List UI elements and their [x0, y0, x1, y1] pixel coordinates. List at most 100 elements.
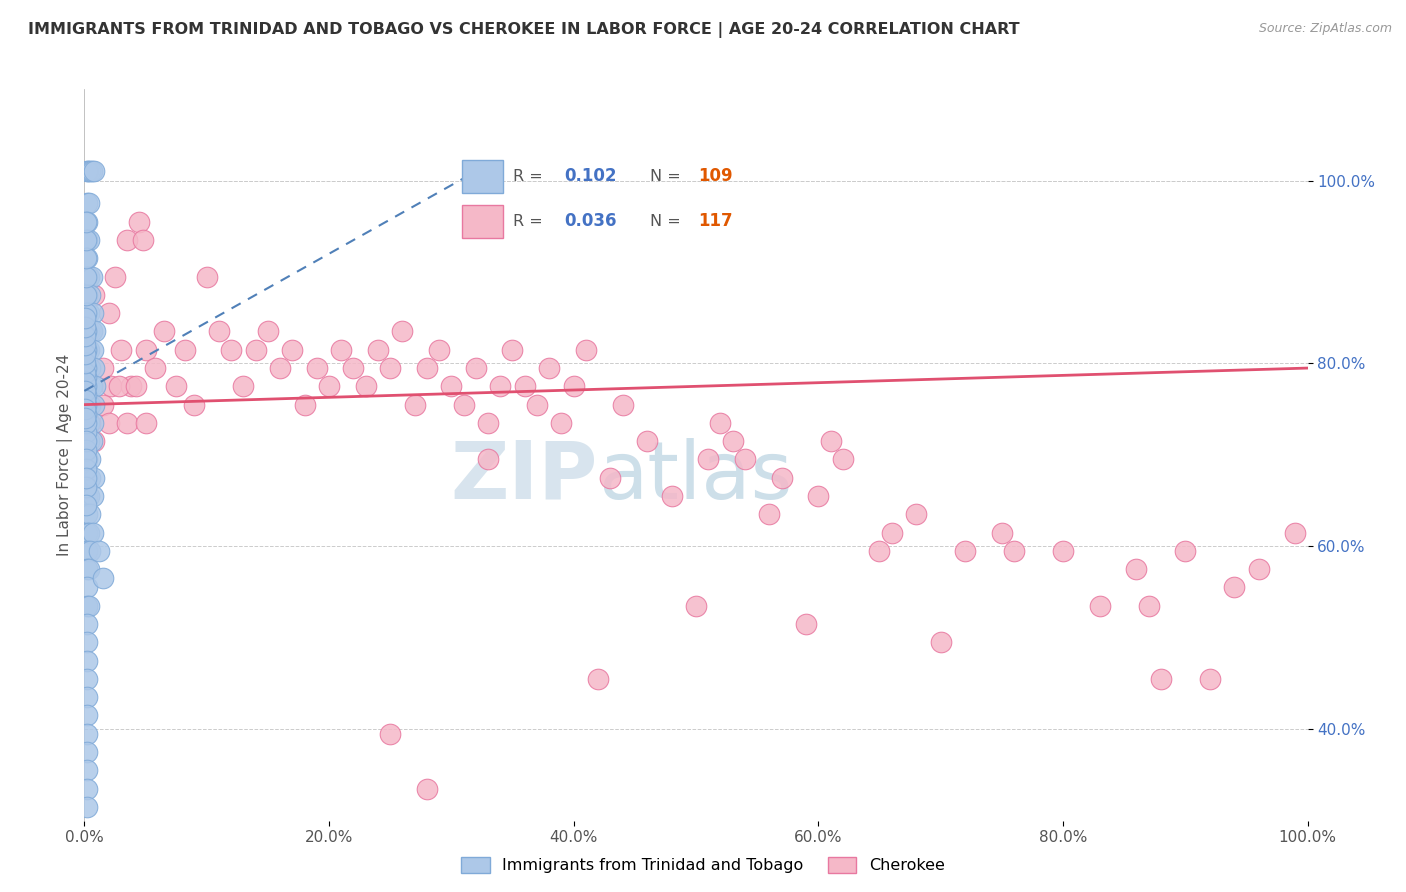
Point: [76, 325, 98, 339]
Point: [550, 416, 572, 430]
Point: [73, 402, 96, 417]
Point: [501, 343, 523, 357]
Point: [575, 343, 598, 357]
Point: [73, 375, 96, 389]
Point: [76, 196, 98, 211]
Point: [75, 461, 97, 475]
Point: [661, 489, 683, 503]
Point: [685, 599, 707, 613]
Point: [76, 617, 98, 632]
Point: [76, 398, 98, 412]
Point: [562, 379, 585, 393]
Point: [281, 343, 304, 357]
Point: [489, 379, 512, 393]
Point: [97, 306, 120, 320]
Point: [76, 508, 98, 522]
Point: [80, 379, 103, 393]
Point: [91, 571, 114, 585]
Point: [75, 325, 97, 339]
Point: [143, 361, 166, 376]
Point: [416, 361, 439, 376]
Text: Source: ZipAtlas.com: Source: ZipAtlas.com: [1258, 22, 1392, 36]
Point: [173, 343, 195, 357]
Point: [135, 416, 157, 430]
Point: [1198, 672, 1220, 686]
Point: [87, 544, 110, 558]
Point: [83, 471, 105, 485]
Point: [84, 325, 107, 339]
Point: [73, 320, 96, 334]
Point: [75, 379, 97, 393]
Point: [807, 489, 830, 503]
Point: [953, 544, 976, 558]
Text: R =: R =: [513, 214, 548, 229]
Point: [79, 416, 101, 430]
Point: [82, 343, 104, 357]
Point: [132, 233, 155, 247]
Point: [79, 452, 101, 467]
Point: [404, 398, 426, 412]
Point: [77, 196, 100, 211]
Point: [76, 599, 98, 613]
Point: [91, 361, 114, 376]
Point: [76, 489, 98, 503]
Point: [84, 379, 107, 393]
Point: [104, 269, 127, 284]
Point: [76, 434, 98, 449]
Point: [526, 398, 548, 412]
Point: [97, 416, 120, 430]
Point: [76, 379, 98, 393]
Point: [76, 562, 98, 576]
Point: [342, 361, 364, 376]
Point: [82, 525, 104, 540]
Point: [75, 443, 97, 458]
Point: [75, 215, 97, 229]
Point: [80, 164, 103, 178]
Point: [1174, 544, 1197, 558]
Point: [76, 452, 98, 467]
Point: [380, 361, 402, 376]
Point: [257, 325, 280, 339]
Point: [219, 343, 242, 357]
Point: [75, 361, 97, 376]
Point: [76, 708, 98, 723]
Point: [82, 306, 104, 320]
Point: [75, 306, 97, 320]
Legend: Immigrants from Trinidad and Tobago, Cherokee: Immigrants from Trinidad and Tobago, Che…: [454, 850, 952, 880]
Point: [183, 398, 205, 412]
Point: [1150, 672, 1173, 686]
Point: [380, 727, 402, 741]
Point: [83, 434, 105, 449]
Point: [77, 416, 100, 430]
Text: 109: 109: [697, 168, 733, 186]
Text: N =: N =: [650, 214, 686, 229]
Point: [76, 525, 98, 540]
Point: [73, 338, 96, 352]
FancyBboxPatch shape: [461, 160, 503, 193]
Point: [73, 384, 96, 398]
Point: [165, 379, 187, 393]
Point: [153, 325, 176, 339]
Point: [80, 325, 103, 339]
Point: [76, 544, 98, 558]
Point: [73, 356, 96, 370]
Point: [905, 508, 928, 522]
Point: [75, 252, 97, 266]
Point: [135, 343, 157, 357]
Point: [73, 366, 96, 380]
Point: [1125, 562, 1147, 576]
Point: [82, 416, 104, 430]
Point: [76, 164, 98, 178]
Point: [75, 233, 97, 247]
Text: 0.102: 0.102: [564, 168, 617, 186]
Point: [305, 361, 328, 376]
Point: [80, 269, 103, 284]
Point: [76, 269, 98, 284]
Point: [75, 425, 97, 439]
Point: [77, 325, 100, 339]
Point: [599, 471, 621, 485]
Point: [294, 398, 316, 412]
Point: [391, 325, 413, 339]
Point: [73, 411, 96, 425]
Point: [83, 361, 105, 376]
